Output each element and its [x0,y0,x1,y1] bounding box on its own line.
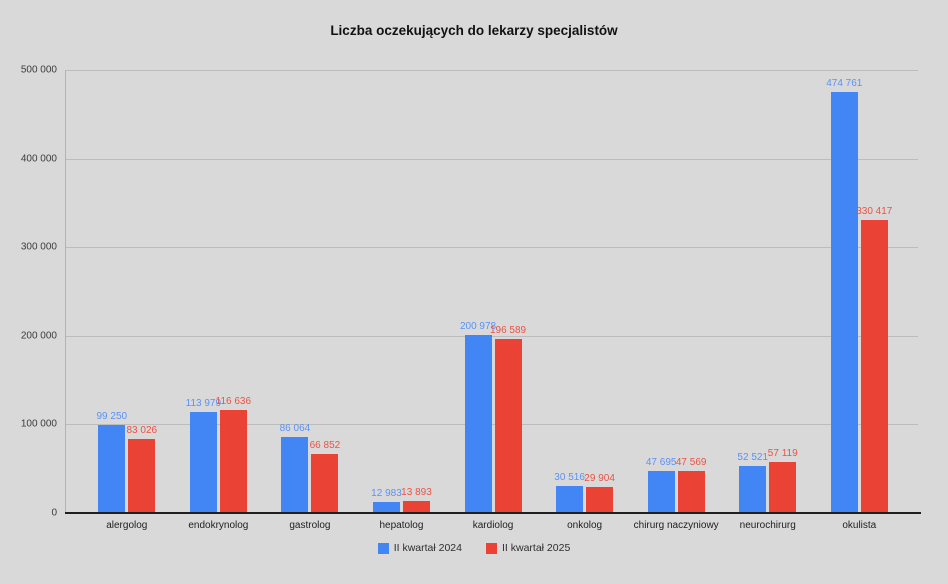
y-tick-label: 400 000 [20,153,57,165]
bar-value-label: 12 983 [371,487,402,499]
x-axis-category-label: okulista [842,520,877,531]
bar: 29 904 [584,473,615,513]
x-axis-category-label: hepatolog [379,520,424,531]
bar-group: 200 978 196 589 kardiolog [447,70,539,531]
bar: 99 250 [96,411,127,513]
plot-area: 99 250 83 026 alergolog 113 979 116 636 endok… [65,70,921,531]
bar-value-label: 83 026 [126,425,158,437]
y-tick-label: 500 000 [20,64,57,76]
bar: 47 569 [676,457,706,513]
bar-value-label: 47 695 [645,456,677,468]
y-tick-label: 200 000 [20,330,57,342]
bar-group: 12 983 13 893 hepatolog [356,70,448,531]
bar: 47 695 [646,457,676,513]
legend-item: II kwartał 2024 [377,542,462,554]
bar-value-label: 47 569 [675,456,707,468]
bar-groups: 99 250 83 026 alergolog 113 979 116 636 endok… [65,70,918,531]
y-tick-label: 100 000 [20,418,57,430]
x-axis-category-label: endokrynolog [188,520,249,531]
bar: 83 026 [126,425,157,513]
bar-value-label: 57 119 [767,448,798,460]
bar: 116 636 [216,396,251,513]
bar: 66 852 [310,440,340,513]
x-axis-category-label: alergolog [106,520,148,531]
bar: 52 521 [737,452,768,513]
bar-group: 47 695 47 569 chirurg naczyniowy [630,70,722,531]
bar-value-label: 13 893 [401,486,432,498]
x-axis-category-label: neurochirurg [739,520,796,531]
x-axis-line [65,512,921,514]
y-tick-label: 0 [51,507,57,519]
bar-group: 52 521 57 119 neurochirurg [722,70,814,531]
bar-group: 86 064 66 852 gastrolog [264,70,356,531]
bar-group: 30 516 29 904 onkolog [539,70,631,531]
gridline [65,158,918,160]
legend-swatch [486,542,497,554]
legend-item: II kwartał 2025 [486,542,570,554]
bar: 474 761 [826,78,862,513]
gridline [65,247,918,249]
bar-value-label: 113 979 [185,398,222,410]
bar-value-label: 330 417 [856,206,893,218]
bar-value-label: 99 250 [96,411,128,423]
chart-title: Liczba oczekujących do lekarzy specjalis… [330,23,618,38]
bar: 30 516 [554,472,585,513]
bar: 200 978 [460,321,496,513]
x-axis-category-label: kardiolog [472,520,514,531]
y-axis-line [65,70,66,513]
bar-value-label: 474 761 [826,78,863,90]
x-axis-category-label: gastrolog [289,520,331,531]
bar-value-label: 29 904 [584,472,615,484]
legend-label: II kwartał 2024 [393,542,462,554]
bar-value-label: 30 516 [554,471,585,483]
bar: 12 983 [371,488,402,513]
legend-label: II kwartał 2025 [502,542,571,554]
y-tick-label: 300 000 [20,241,57,253]
gridline [65,70,918,71]
legend: II kwartał 2024 II kwartał 2025 [0,542,948,554]
bar-group: 113 979 116 636 endokrynolog [173,70,265,531]
bar-value-label: 52 521 [737,452,769,464]
bar: 113 979 [186,398,221,513]
bar: 330 417 [856,206,892,513]
bar-group: 99 250 83 026 alergolog [81,70,173,531]
bar-value-label: 116 636 [215,395,252,407]
bar: 196 589 [490,325,526,513]
bar-value-label: 66 852 [309,439,341,451]
bar: 86 064 [280,423,310,513]
bar-value-label: 200 978 [459,320,497,332]
bar: 13 893 [401,487,432,513]
bar-value-label: 196 589 [489,324,527,336]
bar-value-label: 86 064 [279,422,311,434]
x-axis-category-label: chirurg naczyniowy [633,520,719,531]
y-axis-labels: 0 100 000 200 000 300 000 400 000 500 000 [0,65,57,519]
legend-swatch [377,542,389,554]
bar-group: 474 761 330 417 okulista [814,70,906,531]
x-axis-category-label: onkolog [567,520,603,531]
bar: 57 119 [768,448,798,513]
